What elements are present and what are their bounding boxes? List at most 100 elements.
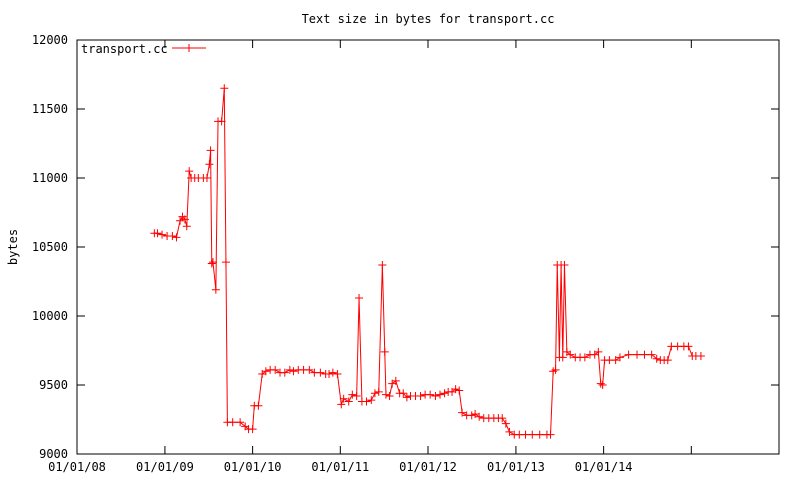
- series-layer: [150, 84, 705, 439]
- data-point: [455, 386, 464, 395]
- data-point: [337, 400, 346, 409]
- data-point: [185, 167, 194, 176]
- data-point: [289, 367, 298, 376]
- data-point: [566, 350, 575, 359]
- data-point: [598, 381, 607, 389]
- data-point: [663, 356, 672, 365]
- data-point: [328, 368, 337, 377]
- data-point: [367, 396, 376, 405]
- y-tick-label: 10500: [32, 240, 68, 254]
- data-point: [560, 260, 569, 269]
- data-point: [402, 393, 411, 402]
- x-tick-label: 01/01/09: [136, 460, 194, 474]
- data-point: [153, 229, 162, 238]
- x-tick-label: 01/01/11: [311, 460, 369, 474]
- data-point: [440, 389, 449, 398]
- data-point: [374, 387, 383, 396]
- data-point: [633, 350, 642, 359]
- data-point: [254, 401, 263, 410]
- data-point: [370, 389, 379, 398]
- data-point: [236, 418, 245, 427]
- data-point: [399, 389, 408, 398]
- data-point: [333, 369, 342, 378]
- data-point: [696, 352, 705, 361]
- data-point: [339, 394, 348, 403]
- data-point: [594, 347, 603, 356]
- data-point: [378, 260, 387, 269]
- y-axis: 9000 9500 10000 10500 11000 11500 12000: [32, 33, 779, 461]
- data-point: [217, 117, 226, 126]
- data-point: [501, 419, 510, 428]
- data-point: [202, 174, 211, 182]
- data-point: [172, 233, 181, 242]
- data-point: [528, 430, 537, 439]
- data-point: [228, 418, 237, 427]
- data-point: [475, 412, 484, 421]
- data-point: [684, 342, 693, 351]
- x-tick-label: 01/01/14: [575, 460, 633, 474]
- data-point: [611, 356, 620, 365]
- plot-area-frame: [76, 39, 780, 455]
- data-point: [211, 285, 220, 294]
- data-point: [220, 84, 229, 93]
- x-tick-label: 01/01/08: [48, 460, 106, 474]
- data-point: [206, 146, 215, 155]
- data-point: [352, 392, 361, 401]
- y-axis-label: bytes: [6, 229, 20, 265]
- data-point: [458, 408, 467, 417]
- data-point: [182, 222, 191, 231]
- data-point: [652, 354, 661, 363]
- y-tick-label: 10000: [32, 309, 68, 323]
- data-point: [305, 365, 314, 374]
- data-point: [580, 353, 589, 362]
- x-tick-label: 01/01/10: [224, 460, 282, 474]
- data-point: [624, 350, 633, 359]
- data-point: [391, 376, 400, 385]
- data-point: [535, 430, 544, 439]
- data-point: [207, 259, 216, 268]
- data-point: [344, 397, 353, 406]
- data-point: [271, 365, 280, 374]
- data-point: [558, 353, 567, 362]
- data-point: [158, 230, 167, 239]
- data-point: [647, 350, 656, 359]
- data-point: [221, 258, 230, 267]
- legend-label: transport.cc: [81, 42, 168, 56]
- x-tick-label: 01/01/12: [399, 460, 457, 474]
- data-point: [280, 368, 289, 377]
- data-point: [546, 430, 555, 439]
- y-tick-label: 11500: [32, 102, 68, 116]
- data-point: [316, 368, 325, 377]
- series-line: [154, 88, 701, 436]
- data-point: [381, 390, 390, 399]
- data-point: [362, 397, 371, 406]
- data-point: [176, 216, 185, 225]
- data-point: [168, 231, 177, 240]
- x-tick-label: 01/01/13: [487, 460, 545, 474]
- data-point: [521, 430, 530, 439]
- data-point: [596, 379, 605, 388]
- data-point: [325, 369, 334, 378]
- data-point: [640, 350, 649, 359]
- data-point: [551, 365, 560, 374]
- y-tick-label: 9000: [39, 447, 68, 461]
- y-tick-label: 11000: [32, 171, 68, 185]
- data-point: [416, 392, 425, 401]
- data-point: [436, 390, 445, 399]
- data-point: [205, 160, 214, 169]
- x-axis: 01/01/08 01/01/09 01/01/10 01/01/11 01/01/12…: [48, 40, 692, 474]
- data-point: [471, 409, 480, 418]
- data-point: [385, 392, 394, 401]
- data-point: [498, 414, 507, 423]
- y-tick-label: 12000: [32, 33, 68, 47]
- legend: transport.cc: [81, 42, 206, 56]
- y-tick-label: 9500: [39, 378, 68, 392]
- data-point: [180, 215, 189, 224]
- data-point: [248, 425, 257, 434]
- data-point: [615, 353, 624, 362]
- data-point: [355, 294, 364, 303]
- data-point: [285, 365, 294, 374]
- legend-marker: [185, 44, 193, 52]
- data-point: [208, 258, 217, 267]
